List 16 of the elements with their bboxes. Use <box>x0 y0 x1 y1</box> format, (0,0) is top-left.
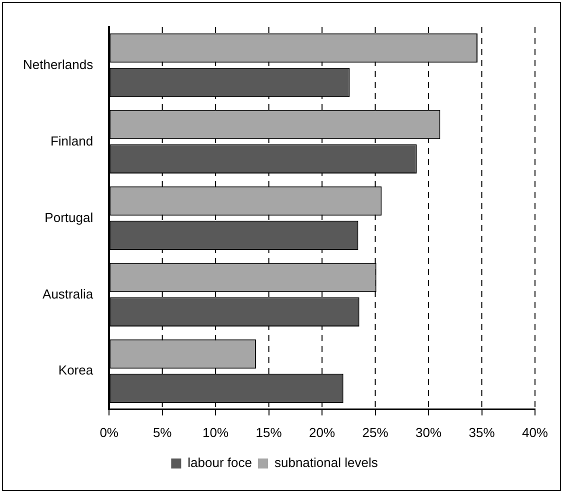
x-tick-label: 30% <box>416 424 442 440</box>
x-tick-label: 15% <box>256 424 282 440</box>
x-tick-label: 40% <box>522 424 548 440</box>
x-tick-label: 20% <box>309 424 336 440</box>
y-tick-label: Korea <box>58 362 94 378</box>
x-tick-label: 5% <box>152 424 172 440</box>
x-tick-label: 0% <box>100 424 119 440</box>
y-tick-label: Portugal <box>44 210 94 225</box>
x-tick-label: 35% <box>468 424 496 440</box>
y-tick-label: Netherlands <box>22 56 94 72</box>
x-tick-label: 25% <box>362 424 389 440</box>
legend-label: labour foce <box>188 455 252 470</box>
y-tick-label: Finland <box>50 133 94 148</box>
x-tick-label: 10% <box>202 424 230 440</box>
legend-label: subnational levels <box>274 455 378 470</box>
y-tick-label: Australia <box>42 286 94 302</box>
